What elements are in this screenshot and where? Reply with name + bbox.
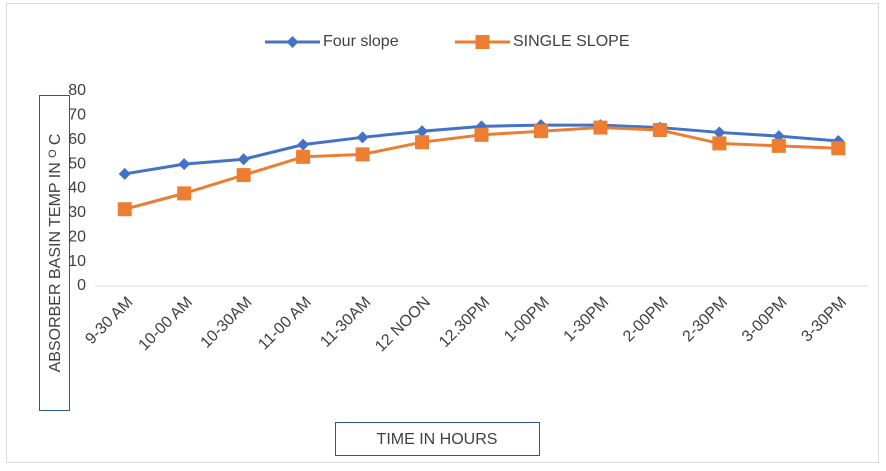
data-point <box>296 149 311 164</box>
legend-label: Four slope <box>323 33 399 50</box>
y-tick-label: 30 <box>68 204 86 221</box>
y-tick-label: 60 <box>68 131 86 148</box>
y-tick-label: 70 <box>68 107 86 124</box>
data-point <box>297 138 310 151</box>
data-point <box>355 147 370 162</box>
data-point <box>236 168 251 183</box>
data-point <box>415 135 430 150</box>
data-point <box>237 153 250 166</box>
y-tick-label: 0 <box>77 277 86 294</box>
y-tick-label: 50 <box>68 155 86 172</box>
data-point <box>178 158 191 171</box>
data-point <box>533 124 548 139</box>
legend-marker <box>475 35 490 49</box>
x-axis-title: TIME IN HOURS <box>377 431 498 448</box>
data-point <box>831 141 846 156</box>
legend-marker <box>286 36 299 48</box>
data-point <box>118 167 131 180</box>
y-tick-label: 40 <box>68 180 86 197</box>
y-tick-label: 20 <box>68 228 86 245</box>
data-point <box>117 202 132 217</box>
data-point <box>652 123 667 137</box>
data-point <box>474 127 489 142</box>
x-title-box <box>335 422 540 456</box>
legend-label: SINGLE SLOPE <box>513 33 630 50</box>
data-point <box>593 120 608 135</box>
y-title-box <box>39 95 70 411</box>
y-axis-title: ABSORBER BASIN TEMP IN ᴼ C <box>47 134 64 373</box>
data-point <box>177 186 192 201</box>
y-tick-label: 10 <box>68 253 86 270</box>
data-point <box>771 138 786 153</box>
chart-border <box>6 3 879 463</box>
data-point <box>712 136 727 151</box>
data-point <box>416 125 429 138</box>
y-tick-label: 80 <box>68 82 86 99</box>
data-point <box>713 126 726 139</box>
data-point <box>356 131 369 144</box>
